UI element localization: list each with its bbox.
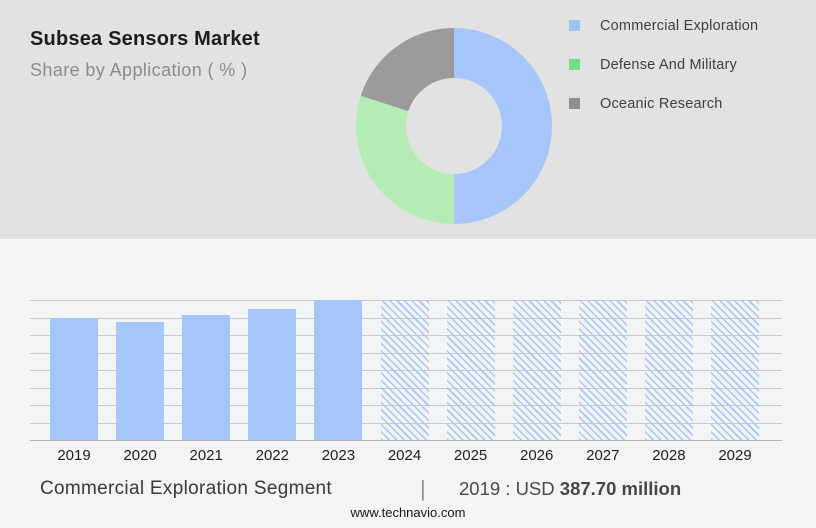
segment-caption: Commercial Exploration Segment: [40, 478, 333, 499]
legend: Commercial Exploration Defense And Milita…: [569, 17, 758, 134]
caption-value: 2019 : USD 387.70 million: [459, 478, 681, 500]
bar-2020: [116, 321, 165, 440]
x-axis-label-2020: 2020: [123, 447, 157, 464]
x-axis-label-2022: 2022: [255, 447, 289, 464]
x-axis-label-2021: 2021: [189, 447, 223, 464]
bar-2025: [446, 300, 495, 440]
bar-2022: [248, 308, 297, 440]
bar-chart: 2019 2020 2021 2022 2023 2024 2025 2026 2027 2028…: [30, 300, 782, 464]
caption-separator: |: [420, 476, 426, 501]
legend-label: Oceanic Research: [600, 95, 723, 112]
bar-2024: [380, 300, 429, 440]
bar-2019: [50, 317, 98, 440]
legend-swatch-icon: [569, 98, 580, 109]
x-axis-label-2023: 2023: [321, 447, 356, 464]
website-url: www.technavio.com: [350, 505, 466, 520]
caption-value-prefix: 2019 : USD: [459, 478, 555, 499]
x-axis-label-2027: 2027: [586, 447, 620, 464]
legend-swatch-icon: [569, 20, 580, 31]
bar-2023: [314, 300, 363, 440]
caption-value-bold: 387.70 million: [559, 478, 682, 499]
summary-panel: Subsea Sensors Market Share by Applicati…: [0, 0, 816, 239]
x-axis-label-2028: 2028: [652, 447, 686, 464]
x-axis-label-2024: 2024: [387, 447, 422, 464]
x-axis-label-2029: 2029: [718, 447, 752, 464]
page-title: Subsea Sensors Market: [30, 28, 260, 50]
legend-item: Defense And Military: [569, 56, 758, 73]
bar-panel: 2019 2020 2021 2022 2023 2024 2025 2026 2027 2028…: [0, 239, 816, 528]
bar-2021: [182, 315, 231, 440]
legend-swatch-icon: [569, 59, 580, 70]
x-axis-label-2026: 2026: [520, 447, 554, 464]
bar-2026: [512, 300, 561, 440]
caption-row: Commercial Exploration Segment | 2019 : …: [0, 476, 816, 502]
bar-2029: [711, 300, 759, 440]
page-subtitle: Share by Application ( % ): [30, 60, 248, 80]
donut-hole: [406, 78, 502, 174]
legend-item: Oceanic Research: [569, 95, 758, 112]
bar-2028: [644, 300, 693, 440]
bar-2027: [578, 300, 627, 440]
donut-chart: [356, 28, 552, 224]
legend-label: Defense And Military: [600, 56, 737, 73]
title-block: Subsea Sensors Market Share by Applicati…: [30, 28, 260, 81]
x-axis-baseline: [30, 440, 782, 441]
x-axis-label-2025: 2025: [453, 447, 488, 464]
x-axis-label-2019: 2019: [57, 447, 91, 464]
legend-label: Commercial Exploration: [600, 17, 759, 34]
legend-item: Commercial Exploration: [569, 17, 758, 34]
